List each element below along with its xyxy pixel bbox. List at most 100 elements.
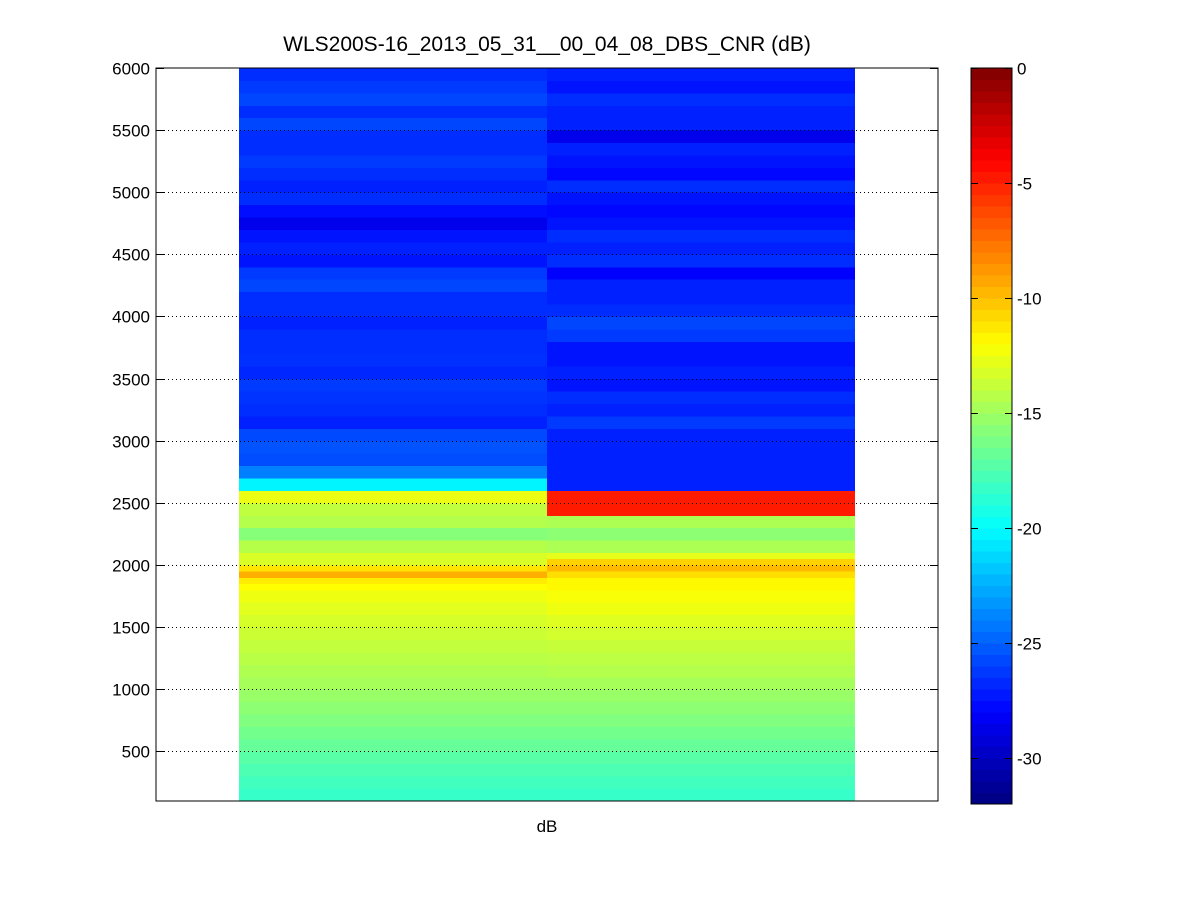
heatmap-cell — [239, 403, 548, 417]
colorbar-swatch — [971, 528, 1012, 540]
heatmap-cell — [547, 279, 855, 293]
heatmap-cell — [239, 763, 548, 777]
colorbar-swatch — [971, 309, 1012, 322]
heatmap-cell — [547, 738, 855, 752]
colorbar-swatch — [971, 562, 1012, 575]
heatmap-cell — [239, 391, 548, 404]
heatmap-cell — [547, 415, 855, 429]
heatmap-cell — [547, 552, 855, 560]
x-axis-label: dB — [537, 817, 558, 836]
heatmap-cell — [239, 304, 548, 317]
colorbar-swatch — [971, 620, 1012, 632]
heatmap-cell — [547, 92, 855, 106]
colorbar-swatch — [971, 459, 1012, 471]
colorbar-swatch — [971, 482, 1012, 494]
heatmap-cell — [547, 117, 855, 131]
colorbar-swatch — [971, 286, 1012, 299]
heatmap-cell — [239, 552, 548, 566]
colorbar-swatch — [971, 781, 1012, 793]
heatmap-cell — [547, 515, 855, 529]
colorbar-swatch — [971, 585, 1012, 598]
heatmap-cell — [547, 477, 855, 491]
colorbar-swatch — [971, 677, 1012, 690]
colorbar-swatch — [971, 413, 1012, 425]
colorbar-swatch — [971, 758, 1012, 770]
colorbar-swatch — [971, 68, 1012, 80]
heatmap-cell — [239, 453, 548, 467]
heatmap-cell — [239, 130, 548, 144]
heatmap-cell — [547, 763, 855, 777]
heatmap-cell — [547, 241, 855, 255]
heatmap-cell — [547, 328, 855, 342]
colorbar-swatch — [971, 217, 1012, 230]
heatmap-cell — [547, 577, 855, 591]
y-tick-label: 2000 — [112, 557, 150, 576]
heatmap-cell — [547, 167, 855, 181]
colorbar-swatch — [971, 321, 1012, 333]
heatmap-cell — [239, 788, 548, 802]
colorbar-swatch — [971, 390, 1012, 402]
heatmap-cell — [239, 502, 548, 516]
heatmap-cell — [547, 154, 855, 168]
heatmap-cell — [547, 664, 855, 678]
colorbar-swatch — [971, 654, 1012, 667]
heatmap-cell — [547, 266, 855, 280]
heatmap-cell — [547, 602, 855, 616]
heatmap-cell — [239, 341, 548, 355]
colorbar-swatch — [971, 424, 1012, 437]
heatmap-cell — [239, 142, 548, 156]
colorbar-swatch — [971, 723, 1012, 736]
heatmap-cell — [239, 105, 548, 119]
heatmap-cell — [547, 540, 855, 554]
y-axis: 500 1000 1500 2000 2500 3000 3500 4000 4500 5000 5… — [112, 60, 938, 762]
heatmap-cell — [547, 714, 855, 727]
heatmap-cell — [547, 751, 855, 765]
heatmap-cell — [547, 589, 855, 603]
heatmap-cell — [239, 664, 548, 678]
colorbar-tick-label: -15 — [1017, 405, 1042, 424]
colorbar-swatch — [971, 643, 1012, 655]
heatmap-cell — [547, 440, 855, 454]
colorbar-border — [970, 67, 1013, 805]
colorbar-swatch — [971, 712, 1012, 724]
heatmap-cell — [239, 428, 548, 442]
colorbar-swatch — [971, 597, 1012, 609]
heatmap-cell — [547, 726, 855, 740]
colorbar-swatch — [971, 171, 1012, 184]
heatmap-cell — [547, 130, 855, 144]
heatmap-cell — [239, 676, 548, 690]
y-tick-label: 6000 — [112, 60, 150, 79]
colorbar-tick-label: -5 — [1017, 175, 1032, 194]
colorbar-swatch — [971, 125, 1012, 138]
heatmap-cell — [547, 316, 855, 330]
heatmap-cell — [547, 304, 855, 317]
heatmap-cell — [239, 316, 548, 330]
heatmap-cell — [239, 440, 548, 454]
heatmap-cell — [239, 527, 548, 541]
heatmap-cell — [239, 415, 548, 429]
colorbar-tick-label: -25 — [1017, 635, 1042, 654]
colorbar-tick-label: -20 — [1017, 520, 1042, 539]
colorbar-swatch — [971, 252, 1012, 264]
heatmap-cell — [547, 254, 855, 268]
heatmap-cell — [239, 266, 548, 280]
heatmap-cell — [547, 614, 855, 628]
colorbar-swatch — [971, 367, 1012, 379]
colorbar-swatch — [971, 160, 1012, 172]
y-tick-label: 5500 — [112, 122, 150, 141]
colorbar-swatch — [971, 194, 1012, 207]
heatmap-cell — [239, 689, 548, 703]
heatmap-cell — [239, 68, 548, 81]
heatmap-cell — [239, 117, 548, 131]
colorbar-swatch — [971, 298, 1012, 310]
colorbar-swatch — [971, 505, 1012, 517]
colorbar-swatch — [971, 551, 1012, 563]
heatmap-cell — [239, 776, 548, 790]
heatmap-cell — [239, 477, 548, 491]
heatmap-cell — [239, 515, 548, 529]
heatmap-cell — [547, 502, 855, 516]
heatmap-cell — [547, 378, 855, 392]
heatmap-cell — [239, 490, 548, 504]
heatmap-cell — [547, 788, 855, 802]
